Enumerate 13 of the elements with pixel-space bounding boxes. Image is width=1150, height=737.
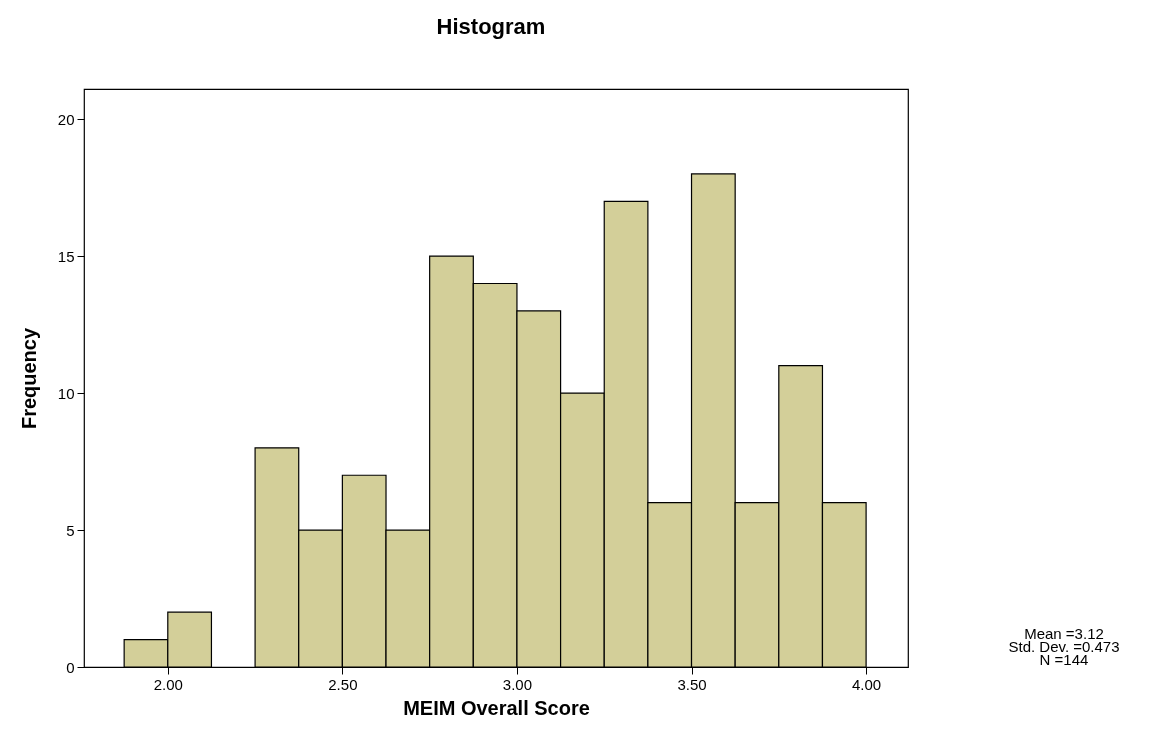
x-tick-label: 2.50	[328, 675, 358, 693]
y-tick-label: 10	[57, 384, 75, 402]
x-tick-label: 3.00	[502, 675, 533, 693]
chart-title: Histogram	[436, 14, 546, 39]
y-tick-label: 0	[66, 658, 75, 676]
y-axis-title: Frequency	[17, 327, 40, 430]
y-tick-label: 20	[57, 110, 75, 128]
y-tick-label: 5	[66, 521, 75, 539]
x-tick-label: 2.00	[153, 675, 183, 693]
x-tick-label: 4.00	[852, 675, 882, 693]
x-axis-title: MEIM Overall Score	[403, 696, 590, 719]
y-tick-label: 15	[57, 247, 75, 265]
x-tick-label: 3.50	[677, 675, 707, 693]
